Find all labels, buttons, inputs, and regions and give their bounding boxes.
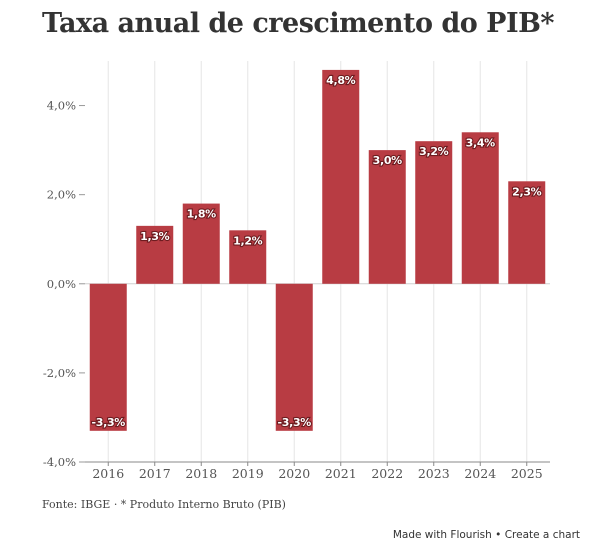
y-tick-label: -2,0% — [43, 366, 76, 380]
x-tick-label: 2021 — [325, 466, 357, 481]
bar-value-label: 3,0% — [373, 154, 403, 167]
bar-value-label: 2,3% — [512, 185, 542, 198]
create-chart-link[interactable]: Create a chart — [504, 529, 580, 541]
bar-value-label: -3,3% — [91, 416, 125, 429]
y-tick-label: 4,0% — [47, 99, 76, 113]
x-tick-label: 2018 — [185, 466, 217, 481]
bar-value-label: 1,3% — [140, 230, 170, 243]
flourish-credit: Made with Flourish • Create a chart — [393, 529, 580, 541]
bar-value-label: -3,3% — [277, 416, 311, 429]
x-tick-label: 2019 — [232, 466, 264, 481]
x-tick-label: 2024 — [464, 466, 496, 481]
bar — [461, 132, 499, 284]
x-tick-label: 2020 — [278, 466, 310, 481]
bar — [229, 230, 267, 284]
x-tick-label: 2023 — [418, 466, 450, 481]
bar — [182, 203, 220, 284]
source-note: Fonte: IBGE · * Produto Interno Bruto (P… — [42, 498, 286, 511]
bar — [136, 225, 174, 284]
bar-value-label: 1,8% — [187, 208, 217, 221]
bar — [89, 283, 127, 431]
x-tick-label: 2025 — [511, 466, 543, 481]
x-tick-label: 2022 — [371, 466, 403, 481]
bar-value-label: 3,4% — [466, 136, 496, 149]
bar — [368, 150, 406, 284]
bar-value-label: 3,2% — [419, 145, 449, 158]
credit-separator: • — [495, 529, 502, 541]
y-tick-label: 0,0% — [47, 277, 76, 291]
bar — [275, 283, 313, 431]
bar — [415, 141, 453, 284]
bar — [322, 69, 360, 284]
chart-title: Taxa anual de crescimento do PIB* — [42, 8, 555, 39]
bar-value-label: 1,2% — [233, 234, 263, 247]
y-tick-label: -4,0% — [43, 455, 76, 469]
y-tick-label: 2,0% — [47, 188, 76, 202]
bar-value-label: 4,8% — [326, 74, 356, 87]
made-with-flourish-link[interactable]: Made with Flourish — [392, 529, 492, 541]
x-tick-label: 2016 — [92, 466, 124, 481]
bar — [508, 181, 546, 284]
x-tick-label: 2017 — [139, 466, 171, 481]
